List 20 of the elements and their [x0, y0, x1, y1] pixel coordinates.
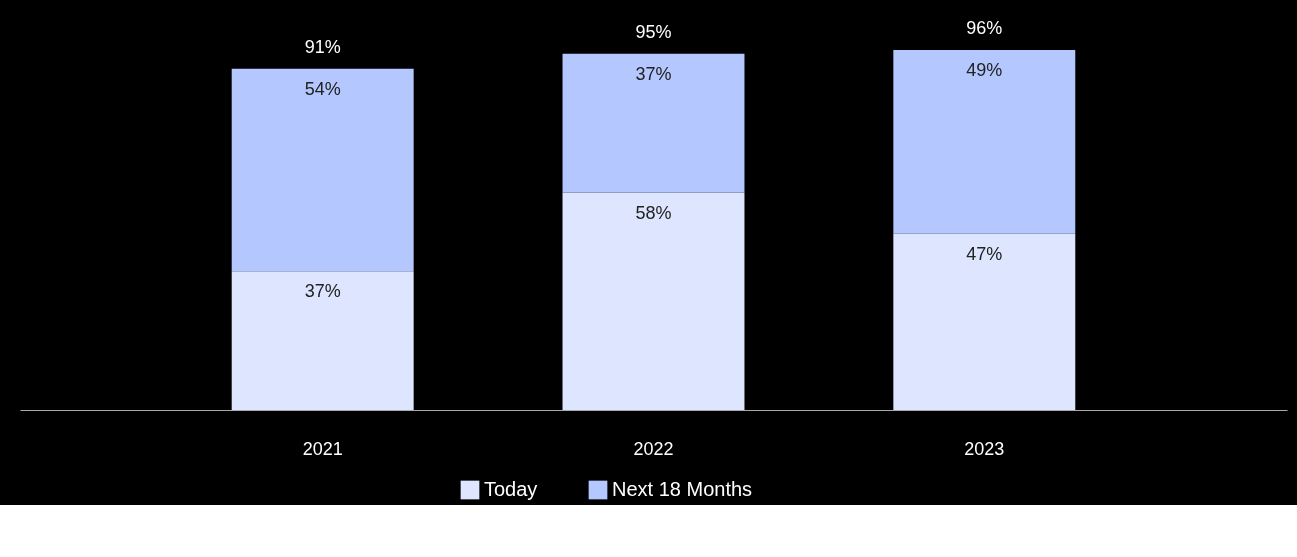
data-label: 54%	[304, 78, 341, 99]
legend-label: Next 18 Months	[612, 478, 753, 500]
bar	[231, 68, 414, 272]
bar	[893, 233, 1076, 410]
total-label: 95%	[635, 21, 672, 42]
data-label: 37%	[635, 63, 672, 84]
x-tick-label: 2021	[302, 438, 343, 459]
data-label: 37%	[304, 281, 341, 302]
total-label: 91%	[304, 36, 341, 57]
x-tick-label: 2023	[964, 438, 1005, 459]
legend-label: Today	[484, 478, 538, 500]
total-label: 96%	[966, 18, 1003, 38]
data-label: 49%	[966, 60, 1003, 80]
bar	[231, 271, 414, 410]
x-tick-label: 2022	[633, 438, 674, 459]
bar	[893, 50, 1076, 234]
bar	[562, 53, 745, 193]
bar	[562, 192, 745, 410]
data-label: 47%	[966, 243, 1003, 264]
data-label: 58%	[635, 202, 672, 223]
